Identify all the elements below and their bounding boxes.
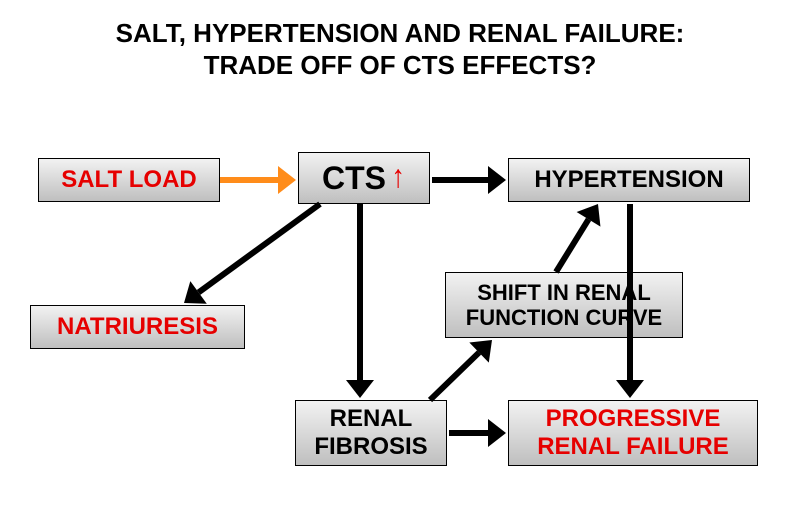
node-label: SHIFT IN RENAL FUNCTION CURVE [466, 280, 662, 331]
node-hypertension: HYPERTENSION [508, 158, 750, 202]
node-label: NATRIURESIS [57, 313, 218, 341]
node-renal-failure: PROGRESSIVE RENAL FAILURE [508, 400, 758, 466]
node-label: SALT LOAD [61, 166, 197, 194]
node-salt-load: SALT LOAD [38, 158, 220, 202]
node-cts: CTS ↑ [298, 152, 430, 204]
node-label: PROGRESSIVE RENAL FAILURE [537, 405, 729, 460]
diagram-title-line2: TRADE OFF OF CTS EFFECTS? [0, 50, 800, 81]
node-label: CTS [322, 160, 386, 197]
node-renal-fibrosis: RENAL FIBROSIS [295, 400, 447, 466]
node-natriuresis: NATRIURESIS [30, 305, 245, 349]
node-label: RENAL FIBROSIS [314, 405, 427, 460]
diagram-title-line1: SALT, HYPERTENSION AND RENAL FAILURE: [0, 18, 800, 49]
node-label: HYPERTENSION [534, 166, 723, 194]
node-shift-curve: SHIFT IN RENAL FUNCTION CURVE [445, 272, 683, 338]
up-arrow-icon: ↑ [391, 158, 405, 195]
